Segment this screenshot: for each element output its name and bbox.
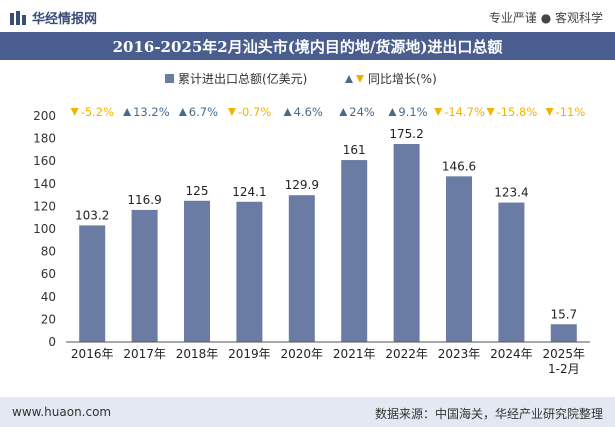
bar-value-label: 15.7: [550, 307, 577, 321]
legend: 累计进出口总额(亿美元) 同比增长(%): [165, 71, 437, 86]
logo-text: 华经情报网: [32, 12, 98, 27]
bar-value-label: 161: [343, 143, 366, 157]
growth-label: 4.6%: [294, 105, 323, 119]
x-tick-label: 2016年: [71, 347, 114, 361]
logo-icon: [10, 11, 26, 25]
growth-up-triangle-icon: [339, 108, 348, 116]
y-tick-label: 140: [33, 177, 56, 191]
footer-url: www.huaon.com: [12, 405, 112, 419]
legend-label-growth: 同比增长(%): [368, 72, 437, 86]
y-tick-label: 20: [41, 312, 56, 326]
growth-up-triangle-icon: [388, 108, 397, 116]
x-tick-label: 1-2月: [548, 362, 580, 376]
growth-up-triangle-icon: [123, 108, 132, 116]
x-tick-label: 2023年: [438, 347, 481, 361]
x-tick-label: 2017年: [123, 347, 166, 361]
x-tick-label: 2025年: [543, 347, 586, 361]
growth-label: 24%: [349, 105, 375, 119]
bar: [131, 209, 158, 342]
growth-label: -14.7%: [444, 105, 485, 119]
chart: 累计进出口总额(亿美元) 同比增长(%) -5.2% 13.2% 6.7% -0.7% 4…: [33, 71, 590, 376]
legend-label-total: 累计进出口总额(亿美元): [178, 71, 307, 86]
growth-label: 6.7%: [189, 105, 218, 119]
title-bar: 2016-2025年2月汕头市(境内目的地/货源地)进出口总额: [0, 32, 615, 60]
logo: 华经情报网: [10, 8, 97, 27]
footer: www.huaon.com 数据来源：中国海关，华经产业研究院整理: [0, 397, 615, 427]
tagline: 专业严谨 ● 客观科学: [488, 11, 603, 25]
top-bar: 华经情报网 专业严谨 ● 客观科学: [0, 0, 615, 32]
growth-label: -11%: [556, 105, 586, 119]
bar: [550, 324, 577, 342]
bar-value-label: 103.2: [75, 208, 109, 222]
y-tick-label: 100: [33, 222, 56, 236]
bar: [393, 144, 420, 342]
y-tick-label: 180: [33, 132, 56, 146]
bar: [236, 201, 263, 342]
bar-value-label: 125: [186, 184, 209, 198]
x-axis: 2016年 2017年 2018年 2019年 2020年 2021年 2022年 2023年…: [66, 341, 590, 376]
growth-label: 9.1%: [398, 105, 427, 119]
bar: [446, 176, 472, 342]
y-tick-label: 80: [41, 245, 56, 259]
x-tick-label: 2021年: [333, 347, 376, 361]
y-tick-label: 0: [48, 335, 56, 349]
y-axis: 0 20 40 60 80 100 120 140 160 180 200: [33, 109, 56, 349]
bar: [498, 202, 525, 342]
bar: [184, 200, 210, 342]
growth-down-triangle-icon: [434, 108, 443, 116]
growth-label: 13.2%: [133, 105, 170, 119]
growth-label: -5.2%: [81, 105, 114, 119]
growth-down-triangle-icon: [227, 108, 236, 116]
data-source: 数据来源：中国海关，华经产业研究院整理: [374, 407, 603, 421]
y-tick-label: 60: [41, 267, 56, 281]
bars: 103.2 116.9 125 124.1 129.9 161 175.2 146.6 123.…: [75, 127, 577, 342]
chart-title: 2016-2025年2月汕头市(境内目的地/货源地)进出口总额: [112, 38, 503, 56]
bar-value-label: 146.6: [442, 159, 476, 173]
legend-down-triangle-icon: [356, 75, 364, 83]
growth-label: -0.7%: [238, 105, 271, 119]
y-tick-label: 120: [33, 199, 56, 213]
y-tick-label: 40: [41, 290, 56, 304]
bar: [341, 160, 368, 342]
growth-up-triangle-icon: [178, 108, 187, 116]
y-tick-label: 160: [33, 154, 56, 168]
legend-swatch-total: [165, 74, 174, 83]
growth-up-triangle-icon: [283, 108, 292, 116]
bar-value-label: 175.2: [389, 127, 423, 141]
growth-down-triangle-icon: [70, 108, 79, 116]
growth-down-triangle-icon: [545, 108, 554, 116]
growth-labels: -5.2% 13.2% 6.7% -0.7% 4.6% 24% 9.1% -14.7% -15.…: [70, 105, 586, 119]
growth-label: -15.8%: [497, 105, 538, 119]
bar-value-label: 123.4: [494, 186, 528, 200]
x-tick-label: 2018年: [176, 347, 219, 361]
bar: [288, 195, 315, 342]
bar-value-label: 124.1: [232, 185, 266, 199]
bar-value-label: 129.9: [285, 178, 319, 192]
x-tick-label: 2020年: [281, 347, 324, 361]
bar-value-label: 116.9: [127, 193, 161, 207]
y-tick-label: 200: [33, 109, 56, 123]
x-tick-label: 2022年: [385, 347, 428, 361]
x-tick-label: 2019年: [228, 347, 271, 361]
x-tick-label: 2024年: [490, 347, 533, 361]
growth-down-triangle-icon: [486, 108, 495, 116]
legend-up-triangle-icon: [345, 75, 353, 83]
bar: [79, 225, 106, 342]
